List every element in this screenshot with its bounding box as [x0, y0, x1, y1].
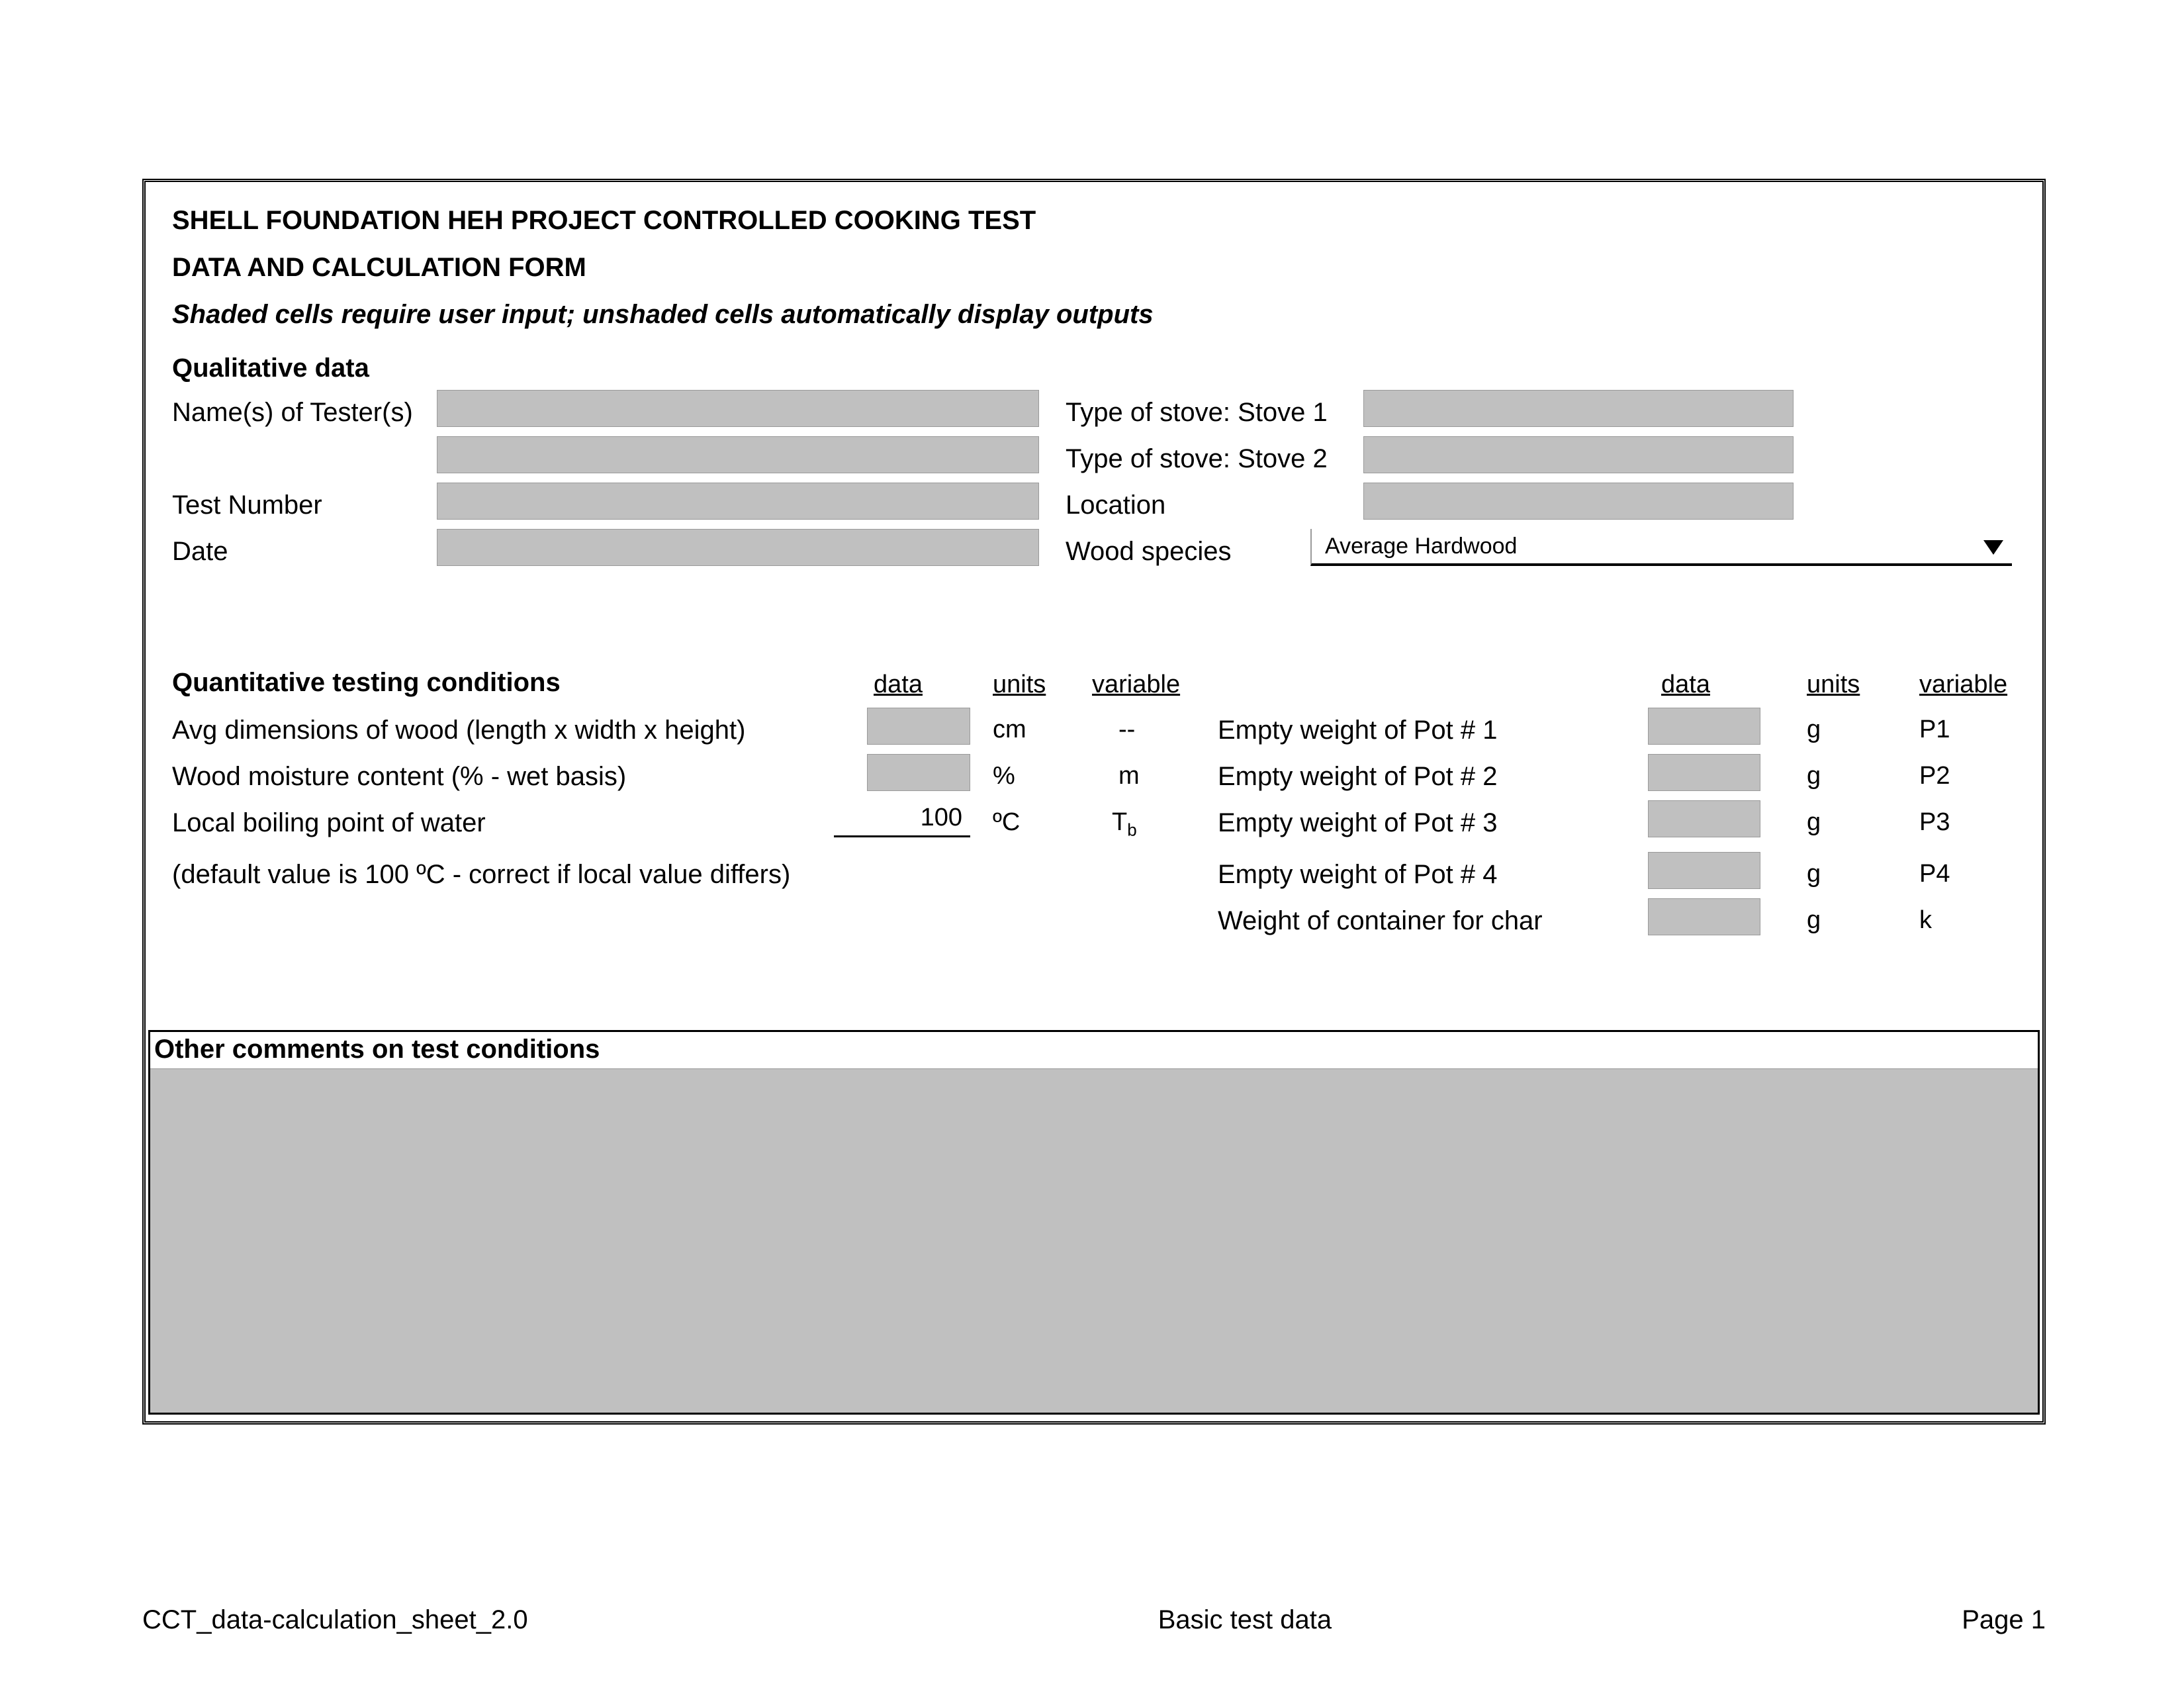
var-char: k: [1919, 906, 1932, 935]
label-pot1: Empty weight of Pot # 1: [1218, 716, 1497, 745]
colhead-variable-right: variable: [1919, 671, 2007, 699]
footer-center: Basic test data: [1158, 1605, 1332, 1635]
input-moisture[interactable]: [867, 754, 970, 791]
quantitative-block: Quantitative testing conditions data uni…: [172, 668, 2016, 946]
label-test-number: Test Number: [172, 491, 322, 520]
input-char[interactable]: [1648, 898, 1760, 935]
colhead-units-right: units: [1807, 671, 1860, 699]
unit-pot3: g: [1807, 808, 1821, 837]
unit-moisture: %: [993, 762, 1015, 790]
var-moisture: m: [1118, 762, 1140, 790]
input-testers-line1[interactable]: [437, 390, 1039, 427]
label-date: Date: [172, 537, 228, 567]
qualitative-block: Name(s) of Tester(s) Test Number Date Ty…: [172, 390, 2016, 588]
var-boiling-main: T: [1112, 808, 1127, 836]
page: SHELL FOUNDATION HEH PROJECT CONTROLLED …: [0, 0, 2184, 1688]
page-footer: CCT_data-calculation_sheet_2.0 Basic tes…: [142, 1605, 2046, 1635]
input-pot1[interactable]: [1648, 708, 1760, 745]
footer-right: Page 1: [1962, 1605, 2046, 1635]
dropdown-wood-species[interactable]: Average Hardwood: [1310, 529, 2012, 566]
var-pot4: P4: [1919, 860, 1950, 888]
input-pot3[interactable]: [1648, 800, 1760, 837]
label-wood-species: Wood species: [1066, 537, 1232, 567]
var-pot3: P3: [1919, 808, 1950, 837]
colhead-data-left: data: [874, 671, 923, 699]
unit-pot1: g: [1807, 716, 1821, 744]
var-pot2: P2: [1919, 762, 1950, 790]
dropdown-wood-species-value: Average Hardwood: [1325, 534, 1517, 559]
var-wood-dims: --: [1118, 716, 1135, 744]
input-stove2[interactable]: [1363, 436, 1794, 473]
footer-left: CCT_data-calculation_sheet_2.0: [142, 1605, 528, 1635]
label-testers: Name(s) of Tester(s): [172, 398, 413, 428]
label-pot3: Empty weight of Pot # 3: [1218, 808, 1497, 838]
label-stove1: Type of stove: Stove 1: [1066, 398, 1328, 428]
label-pot4: Empty weight of Pot # 4: [1218, 860, 1497, 890]
unit-boiling: ºC: [993, 808, 1020, 837]
var-boiling: Tb: [1112, 808, 1137, 841]
label-location: Location: [1066, 491, 1165, 520]
label-pot2: Empty weight of Pot # 2: [1218, 762, 1497, 792]
label-stove2: Type of stove: Stove 2: [1066, 444, 1328, 474]
colhead-units-left: units: [993, 671, 1046, 699]
input-location[interactable]: [1363, 483, 1794, 520]
form-frame: SHELL FOUNDATION HEH PROJECT CONTROLLED …: [142, 179, 2046, 1425]
label-char: Weight of container for char: [1218, 906, 1543, 936]
quantitative-section-title: Quantitative testing conditions: [172, 668, 561, 698]
form-subtitle: DATA AND CALCULATION FORM: [172, 253, 2016, 283]
comments-box: Other comments on test conditions: [148, 1030, 2040, 1415]
unit-char: g: [1807, 906, 1821, 935]
unit-pot4: g: [1807, 860, 1821, 888]
colhead-variable-left: variable: [1092, 671, 1180, 699]
var-pot1: P1: [1919, 716, 1950, 744]
input-pot4[interactable]: [1648, 852, 1760, 889]
input-wood-dims[interactable]: [867, 708, 970, 745]
value-boiling[interactable]: 100: [834, 800, 970, 837]
label-wood-dims: Avg dimensions of wood (length x width x…: [172, 716, 745, 745]
label-boiling: Local boiling point of water: [172, 808, 486, 838]
comments-textarea[interactable]: [150, 1068, 2038, 1413]
var-boiling-sub: b: [1127, 820, 1136, 840]
input-stove1[interactable]: [1363, 390, 1794, 427]
unit-pot2: g: [1807, 762, 1821, 790]
form-instruction: Shaded cells require user input; unshade…: [172, 300, 2016, 330]
unit-wood-dims: cm: [993, 716, 1026, 744]
input-pot2[interactable]: [1648, 754, 1760, 791]
comments-title: Other comments on test conditions: [150, 1032, 2038, 1068]
input-testers-line2[interactable]: [437, 436, 1039, 473]
input-test-number[interactable]: [437, 483, 1039, 520]
qualitative-section-title: Qualitative data: [172, 353, 2016, 383]
label-boiling-note: (default value is 100 ºC - correct if lo…: [172, 860, 790, 890]
input-date[interactable]: [437, 529, 1039, 566]
form-title: SHELL FOUNDATION HEH PROJECT CONTROLLED …: [172, 206, 2016, 236]
chevron-down-icon: [1979, 534, 2008, 561]
colhead-data-right: data: [1661, 671, 1710, 699]
label-moisture: Wood moisture content (% - wet basis): [172, 762, 626, 792]
